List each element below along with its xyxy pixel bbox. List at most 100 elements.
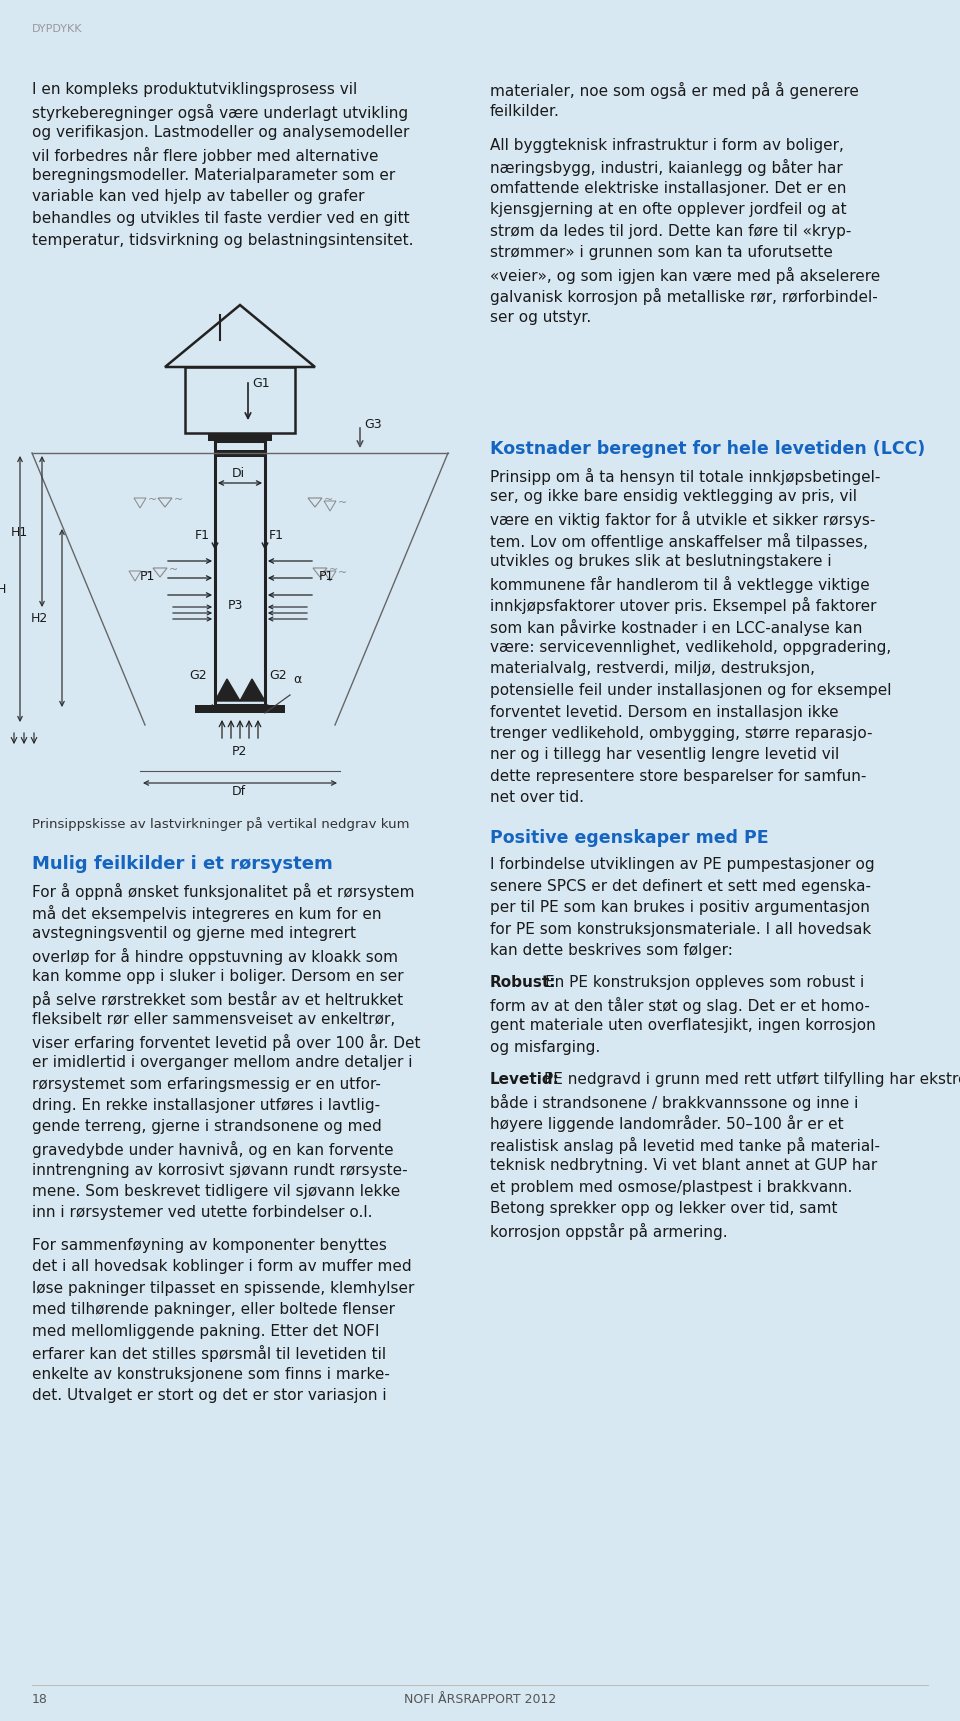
Text: ~: ~ <box>338 568 348 578</box>
Text: gende terreng, gjerne i strandsonene og med: gende terreng, gjerne i strandsonene og … <box>32 1119 382 1134</box>
Text: er imidlertid i overganger mellom andre detaljer i: er imidlertid i overganger mellom andre … <box>32 1055 413 1070</box>
Text: løse pakninger tilpasset en spissende, klemhylser: løse pakninger tilpasset en spissende, k… <box>32 1280 415 1296</box>
Text: på selve rørstrekket som består av et heltrukket: på selve rørstrekket som består av et he… <box>32 991 403 1007</box>
Text: med tilhørende pakninger, eller boltede flenser: med tilhørende pakninger, eller boltede … <box>32 1303 395 1317</box>
Text: potensielle feil under installasjonen og for eksempel: potensielle feil under installasjonen og… <box>490 683 892 699</box>
Text: være en viktig faktor for å utvikle et sikker rørsys-: være en viktig faktor for å utvikle et s… <box>490 511 876 528</box>
Text: Positive egenskaper med PE: Positive egenskaper med PE <box>490 830 769 847</box>
Text: senere SPCS er det definert et sett med egenska-: senere SPCS er det definert et sett med … <box>490 879 871 893</box>
Text: materialer, noe som også er med på å generere: materialer, noe som også er med på å gen… <box>490 83 859 100</box>
Text: behandles og utvikles til faste verdier ved en gitt: behandles og utvikles til faste verdier … <box>32 212 410 225</box>
Text: gent materiale uten overflatesjikt, ingen korrosjon: gent materiale uten overflatesjikt, inge… <box>490 1019 876 1033</box>
Text: ~: ~ <box>174 496 183 504</box>
Text: strøm da ledes til jord. Dette kan føre til «kryp-: strøm da ledes til jord. Dette kan føre … <box>490 224 852 239</box>
Bar <box>215 449 265 458</box>
Text: For å oppnå ønsket funksjonalitet på et rørsystem: For å oppnå ønsket funksjonalitet på et … <box>32 883 415 900</box>
Text: ~: ~ <box>148 496 157 504</box>
Text: et problem med osmose/plastpest i brakkvann.: et problem med osmose/plastpest i brakkv… <box>490 1179 852 1194</box>
Text: gravedybde under havnivå, og en kan forvente: gravedybde under havnivå, og en kan forv… <box>32 1141 394 1158</box>
Text: Mulig feilkilder i et rørsystem: Mulig feilkilder i et rørsystem <box>32 855 333 873</box>
Text: strømmer» i grunnen som kan ta uforutsette: strømmer» i grunnen som kan ta uforutset… <box>490 246 833 260</box>
Text: per til PE som kan brukes i positiv argumentasjon: per til PE som kan brukes i positiv argu… <box>490 900 870 916</box>
Text: Prinsipp om å ta hensyn til totale innkjøpsbetingel-: Prinsipp om å ta hensyn til totale innkj… <box>490 468 880 485</box>
Text: ~: ~ <box>338 497 348 508</box>
Text: utvikles og brukes slik at beslutningstakere i: utvikles og brukes slik at beslutningsta… <box>490 554 831 570</box>
Text: både i strandsonene / brakkvannssone og inne i: både i strandsonene / brakkvannssone og … <box>490 1095 858 1110</box>
Text: fleksibelt rør eller sammensveiset av enkeltrør,: fleksibelt rør eller sammensveiset av en… <box>32 1012 396 1027</box>
Text: realistisk anslag på levetid med tanke på material-: realistisk anslag på levetid med tanke p… <box>490 1136 880 1153</box>
Text: enkelte av konstruksjonene som finns i marke-: enkelte av konstruksjonene som finns i m… <box>32 1366 390 1382</box>
Text: Betong sprekker opp og lekker over tid, samt: Betong sprekker opp og lekker over tid, … <box>490 1201 837 1217</box>
Text: inntrengning av korrosivt sjøvann rundt rørsyste-: inntrengning av korrosivt sjøvann rundt … <box>32 1162 408 1177</box>
Text: galvanisk korrosjon på metalliske rør, rørforbindel-: galvanisk korrosjon på metalliske rør, r… <box>490 289 877 305</box>
Text: dring. En rekke installasjoner utføres i lavtlig-: dring. En rekke installasjoner utføres i… <box>32 1098 380 1113</box>
Text: P3: P3 <box>228 599 244 613</box>
Text: ~: ~ <box>143 568 153 578</box>
Text: F1: F1 <box>269 528 284 542</box>
Text: Kostnader beregnet for hele levetiden (LCC): Kostnader beregnet for hele levetiden (L… <box>490 441 925 458</box>
Text: høyere liggende landområder. 50–100 år er et: høyere liggende landområder. 50–100 år e… <box>490 1115 844 1132</box>
Text: være: servicevennlighet, vedlikehold, oppgradering,: være: servicevennlighet, vedlikehold, op… <box>490 640 891 656</box>
Text: inn i rørsystemer ved utette forbindelser o.l.: inn i rørsystemer ved utette forbindelse… <box>32 1205 372 1220</box>
Text: med mellomliggende pakning. Etter det NOFI: med mellomliggende pakning. Etter det NO… <box>32 1323 379 1339</box>
Text: omfattende elektriske installasjoner. Det er en: omfattende elektriske installasjoner. De… <box>490 181 847 196</box>
Text: G1: G1 <box>252 377 270 391</box>
Polygon shape <box>215 680 240 700</box>
Text: «veier», og som igjen kan være med på akselerere: «veier», og som igjen kan være med på ak… <box>490 267 880 284</box>
Text: erfarer kan det stilles spørsmål til levetiden til: erfarer kan det stilles spørsmål til lev… <box>32 1346 386 1363</box>
Text: net over tid.: net over tid. <box>490 790 584 805</box>
Text: viser erfaring forventet levetid på over 100 år. Det: viser erfaring forventet levetid på over… <box>32 1034 420 1050</box>
Text: ~: ~ <box>324 496 333 504</box>
Bar <box>208 434 272 441</box>
Polygon shape <box>240 680 265 700</box>
Text: kommunene får handlerom til å vektlegge viktige: kommunene får handlerom til å vektlegge … <box>490 575 870 592</box>
Text: det. Utvalget er stort og det er stor variasjon i: det. Utvalget er stort og det er stor va… <box>32 1389 387 1403</box>
Text: En PE konstruksjon oppleves som robust i: En PE konstruksjon oppleves som robust i <box>545 976 864 991</box>
Text: ~: ~ <box>329 564 338 575</box>
Text: overløp for å hindre oppstuvning av kloakk som: overløp for å hindre oppstuvning av kloa… <box>32 948 398 964</box>
Text: G2: G2 <box>189 669 206 682</box>
Text: P2: P2 <box>232 745 248 757</box>
Text: teknisk nedbrytning. Vi vet blant annet at GUP har: teknisk nedbrytning. Vi vet blant annet … <box>490 1158 877 1174</box>
Bar <box>185 367 295 434</box>
Text: For sammenføyning av komponenter benyttes: For sammenføyning av komponenter benytte… <box>32 1237 387 1253</box>
Text: tem. Lov om offentlige anskaffelser må tilpasses,: tem. Lov om offentlige anskaffelser må t… <box>490 532 868 549</box>
Text: for PE som konstruksjonsmateriale. I all hovedsak: for PE som konstruksjonsmateriale. I all… <box>490 922 872 936</box>
Text: P1: P1 <box>140 570 156 583</box>
Text: feilkilder.: feilkilder. <box>490 103 560 119</box>
Text: dette representere store besparelser for samfun-: dette representere store besparelser for… <box>490 769 866 785</box>
Text: vil forbedres når flere jobber med alternative: vil forbedres når flere jobber med alter… <box>32 146 378 163</box>
Text: I en kompleks produktutviklingsprosess vil: I en kompleks produktutviklingsprosess v… <box>32 83 357 96</box>
Text: materialvalg, restverdi, miljø, destruksjon,: materialvalg, restverdi, miljø, destruks… <box>490 661 815 676</box>
Text: H2: H2 <box>31 613 48 625</box>
Text: G3: G3 <box>364 418 382 430</box>
Text: Levetid:: Levetid: <box>490 1072 560 1088</box>
Text: Robust:: Robust: <box>490 976 557 991</box>
Text: kan dette beskrives som følger:: kan dette beskrives som følger: <box>490 943 732 959</box>
Text: avstegningsventil og gjerne med integrert: avstegningsventil og gjerne med integrer… <box>32 926 356 941</box>
Text: innkjøpsfaktorer utover pris. Eksempel på faktorer: innkjøpsfaktorer utover pris. Eksempel p… <box>490 597 876 614</box>
Text: I forbindelse utviklingen av PE pumpestasjoner og: I forbindelse utviklingen av PE pumpesta… <box>490 857 875 873</box>
Text: ~: ~ <box>169 564 179 575</box>
Text: næringsbygg, industri, kaianlegg og båter har: næringsbygg, industri, kaianlegg og båte… <box>490 160 843 177</box>
Text: mene. Som beskrevet tidligere vil sjøvann lekke: mene. Som beskrevet tidligere vil sjøvan… <box>32 1184 400 1200</box>
Text: PE nedgravd i grunn med rett utført tilfylling har ekstrem lang levetid. Dette g: PE nedgravd i grunn med rett utført tilf… <box>544 1072 960 1088</box>
Text: Prinsippskisse av lastvirkninger på vertikal nedgrav kum: Prinsippskisse av lastvirkninger på vert… <box>32 817 410 831</box>
Text: beregningsmodeller. Materialparameter som er: beregningsmodeller. Materialparameter so… <box>32 169 396 182</box>
Text: 18: 18 <box>32 1693 48 1706</box>
Text: ser, og ikke bare ensidig vektlegging av pris, vil: ser, og ikke bare ensidig vektlegging av… <box>490 489 857 504</box>
Text: DYPDYKK: DYPDYKK <box>32 24 83 34</box>
Text: All byggteknisk infrastruktur i form av boliger,: All byggteknisk infrastruktur i form av … <box>490 138 844 153</box>
Bar <box>215 441 265 706</box>
Text: F1: F1 <box>195 528 210 542</box>
Text: Df: Df <box>232 785 246 799</box>
Text: NOFI ÅRSRAPPORT 2012: NOFI ÅRSRAPPORT 2012 <box>404 1693 556 1706</box>
Text: kjensgjerning at en ofte opplever jordfeil og at: kjensgjerning at en ofte opplever jordfe… <box>490 203 847 217</box>
Text: rørsystemet som erfaringsmessig er en utfor-: rørsystemet som erfaringsmessig er en ut… <box>32 1077 381 1091</box>
Text: temperatur, tidsvirkning og belastningsintensitet.: temperatur, tidsvirkning og belastningsi… <box>32 232 414 248</box>
Text: og misfarging.: og misfarging. <box>490 1039 600 1055</box>
Text: form av at den tåler støt og slag. Det er et homo-: form av at den tåler støt og slag. Det e… <box>490 996 870 1014</box>
Text: H: H <box>0 583 6 595</box>
Text: korrosjon oppstår på armering.: korrosjon oppstår på armering. <box>490 1222 728 1239</box>
Text: ner og i tillegg har vesentlig lengre levetid vil: ner og i tillegg har vesentlig lengre le… <box>490 747 839 762</box>
